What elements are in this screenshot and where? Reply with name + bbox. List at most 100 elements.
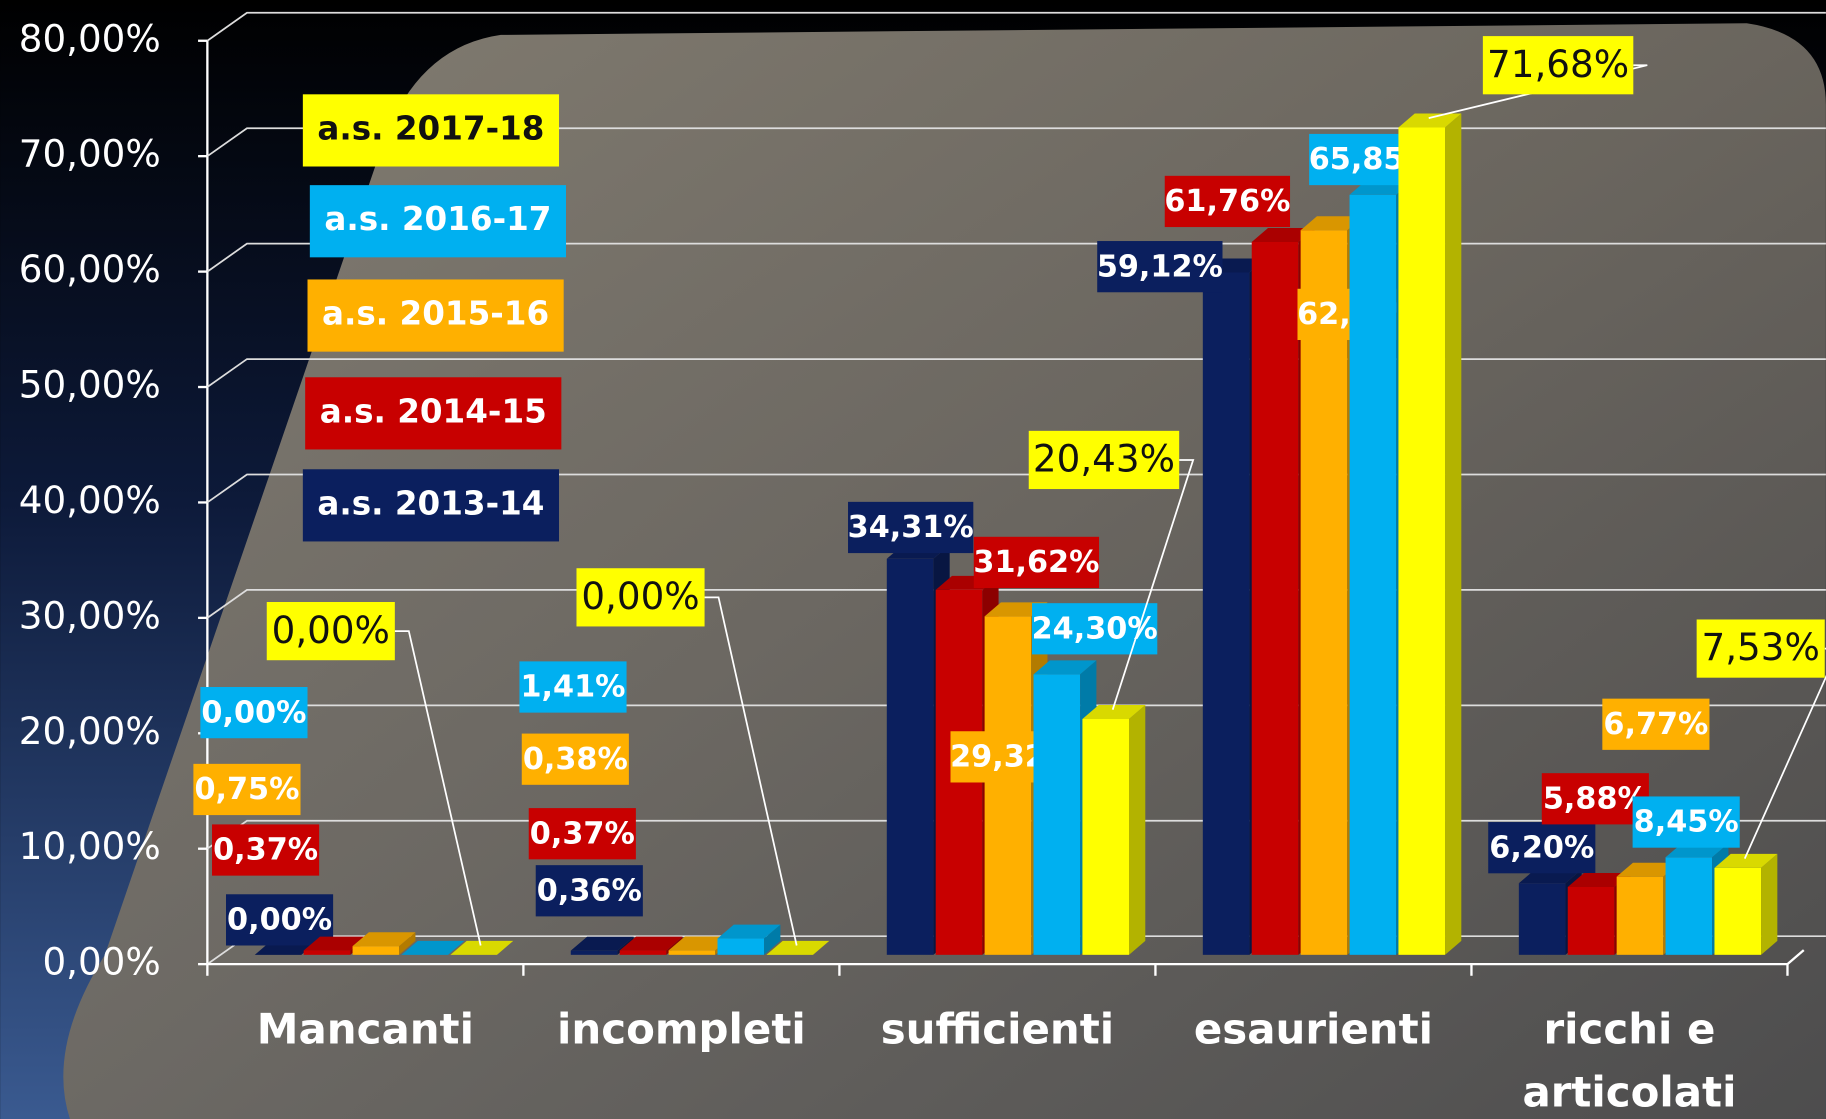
y-tick-label: 60,00% [19, 247, 161, 291]
bar-top [766, 940, 830, 955]
bar [1398, 113, 1462, 955]
y-tick-label: 20,00% [19, 709, 161, 753]
y-tick-label: 30,00% [19, 593, 161, 637]
leader-line [1428, 64, 1648, 120]
bar-top [1714, 853, 1778, 868]
bar [401, 940, 465, 955]
leader-line [1111, 459, 1195, 710]
bar-front [1202, 272, 1250, 955]
legend-swatch [305, 377, 562, 450]
bar-top [450, 940, 514, 955]
bar-front [668, 950, 716, 955]
data-label-bg [193, 763, 301, 816]
bar-top [1616, 862, 1680, 877]
bar-front [1033, 674, 1081, 955]
bar-top [1398, 113, 1462, 128]
bar-front [1398, 127, 1446, 955]
bar [717, 924, 781, 955]
legend-label: a.s. 2014-15 [320, 392, 547, 430]
bar-front [1251, 241, 1299, 955]
bar-top [401, 940, 465, 955]
bar-front [1567, 886, 1615, 955]
bar [1714, 853, 1778, 955]
x-tick-label: esaurienti [1194, 1004, 1433, 1053]
legend-swatch [302, 469, 560, 542]
bar-top [570, 936, 634, 951]
data-label: 20,43% [1033, 437, 1175, 481]
data-label: 1,41% [520, 670, 625, 705]
y-tick-label: 10,00% [19, 824, 161, 868]
data-label-bg [1482, 36, 1634, 95]
data-label: 5,88% [1543, 781, 1648, 816]
bar-side [399, 932, 416, 955]
bar-front [1300, 230, 1348, 955]
bar-top [984, 602, 1048, 617]
bar-front [1616, 876, 1664, 955]
bar [352, 932, 416, 955]
data-label: 0,00% [272, 608, 390, 652]
x-tick-label: Mancanti [257, 1004, 474, 1053]
data-label: 6,77% [1603, 707, 1708, 742]
data-label-bg [1032, 603, 1158, 655]
data-label: 34,31% [848, 510, 974, 545]
bar-top [668, 936, 732, 951]
data-label-bg [266, 602, 395, 661]
data-label-bg [1028, 430, 1180, 490]
bar-front [352, 946, 400, 955]
data-label-bg [1488, 822, 1596, 874]
bar-front [886, 558, 934, 955]
x-tick-label: ricchi e articolati [1522, 1004, 1736, 1116]
legend-label: a.s. 2013-14 [317, 484, 544, 522]
bar-top [1567, 872, 1631, 887]
leader-line [394, 630, 482, 946]
data-label: 6,20% [1489, 830, 1594, 865]
data-label: 8,45% [1634, 805, 1739, 840]
data-label: 0,00% [581, 574, 699, 618]
data-label: 0,75% [194, 772, 299, 807]
data-label-bg [1696, 619, 1825, 678]
bar-top [1033, 660, 1097, 675]
data-label: 0,38% [523, 742, 628, 777]
data-label-bg [848, 501, 974, 554]
data-label: 0,36% [537, 873, 642, 908]
data-label-bg [519, 661, 627, 713]
data-label-bg [225, 894, 334, 946]
legend-label: a.s. 2017-18 [317, 109, 544, 147]
legend-label: a.s. 2016-17 [324, 200, 551, 238]
y-tick-label: 80,00% [19, 16, 161, 60]
y-tick-label: 50,00% [19, 363, 161, 407]
data-label-bg [535, 865, 643, 917]
x-tick-label: incompleti [557, 1004, 806, 1053]
bar-top [352, 932, 416, 947]
bar-top [619, 936, 683, 951]
bar-front [717, 938, 765, 955]
data-label: 0,00% [201, 695, 306, 730]
data-label: 0,37% [213, 833, 318, 868]
data-label-bg [1602, 698, 1710, 750]
data-label: 0,00% [227, 903, 332, 938]
data-label-bg [1632, 796, 1740, 848]
data-label: 24,30% [1032, 611, 1158, 646]
data-label-bg [521, 733, 629, 785]
bar-side [1445, 113, 1462, 955]
data-label: 0,37% [530, 816, 635, 851]
grid-line [206, 11, 1826, 42]
data-label-bg [1164, 175, 1291, 228]
bar-front [1349, 194, 1397, 955]
bar-front [1665, 857, 1713, 955]
data-label-bg [528, 808, 636, 860]
y-tick-label: 70,00% [19, 132, 161, 176]
bar-front [1714, 867, 1762, 955]
bar-front [1082, 719, 1129, 955]
data-label: 7,53% [1702, 625, 1820, 669]
data-label: 71,68% [1487, 42, 1629, 86]
bar [766, 940, 830, 955]
bar-side [1128, 705, 1146, 955]
data-label-bg [200, 687, 308, 739]
data-label-bg [212, 824, 320, 876]
leader-line [1743, 647, 1826, 859]
data-label-bg [576, 568, 705, 627]
bar-front [619, 950, 667, 955]
leader-line [704, 596, 798, 946]
